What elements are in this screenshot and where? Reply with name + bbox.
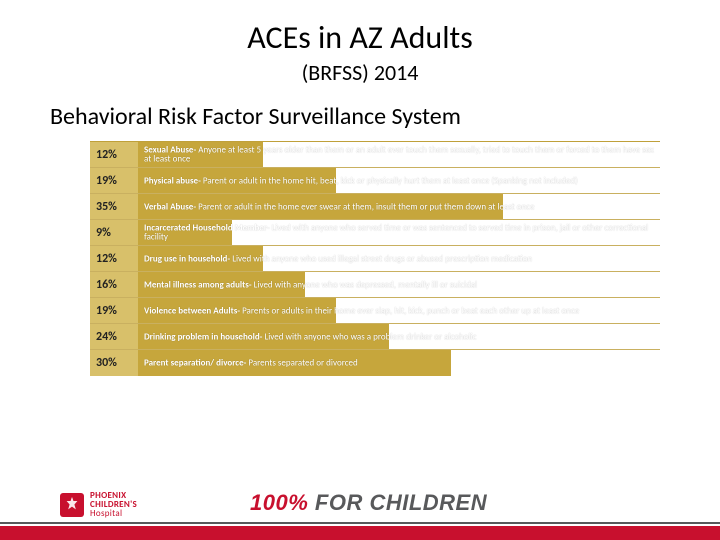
row-description: Parent separation/ divorce- Parents sepa… bbox=[144, 358, 656, 367]
logo-text: PHOENIX CHILDREN'S Hospital bbox=[90, 491, 137, 518]
bar-area: Parent separation/ divorce- Parents sepa… bbox=[138, 350, 660, 376]
bar-area: Violence between Adults- Parents or adul… bbox=[138, 298, 660, 323]
slogan-rest: FOR CHILDREN bbox=[308, 490, 487, 515]
bar-area: Incarcerated Household Member- Lived wit… bbox=[138, 220, 660, 245]
chart-row: 35% Verbal Abuse- Parent or adult in the … bbox=[90, 194, 660, 220]
bar-area: Verbal Abuse- Parent or adult in the hom… bbox=[138, 194, 660, 219]
subheading: Behavioral Risk Factor Surveillance Syst… bbox=[50, 102, 720, 131]
chart-row: 9% Incarcerated Household Member- Lived w… bbox=[90, 220, 660, 246]
header: ACEs in AZ Adults (BRFSS) 2014 bbox=[0, 0, 720, 86]
chart-row: 12% Drug use in household- Lived with any… bbox=[90, 246, 660, 272]
bar-area: Sexual Abuse- Anyone at least 5 years ol… bbox=[138, 142, 660, 167]
percent-cell: 30% bbox=[90, 350, 138, 376]
percent-cell: 12% bbox=[90, 142, 138, 167]
bar-area: Drug use in household- Lived with anyone… bbox=[138, 246, 660, 271]
subtitle: (BRFSS) 2014 bbox=[0, 59, 720, 86]
chart-row: 12% Sexual Abuse- Anyone at least 5 years… bbox=[90, 142, 660, 168]
row-description: Violence between Adults- Parents or adul… bbox=[144, 306, 656, 315]
percent-cell: 19% bbox=[90, 168, 138, 193]
chart-row: 30% Parent separation/ divorce- Parents s… bbox=[90, 350, 660, 376]
row-description: Mental illness among adults- Lived with … bbox=[144, 280, 656, 289]
bar-area: Physical abuse- Parent or adult in the h… bbox=[138, 168, 660, 193]
row-description: Physical abuse- Parent or adult in the h… bbox=[144, 176, 656, 185]
bar-area: Mental illness among adults- Lived with … bbox=[138, 272, 660, 297]
row-description: Sexual Abuse- Anyone at least 5 years ol… bbox=[144, 145, 656, 164]
aces-bar-chart: 12% Sexual Abuse- Anyone at least 5 years… bbox=[90, 141, 660, 376]
chart-row: 16% Mental illness among adults- Lived wi… bbox=[90, 272, 660, 298]
page-title: ACEs in AZ Adults bbox=[0, 18, 720, 57]
percent-cell: 12% bbox=[90, 246, 138, 271]
chart-row: 19% Physical abuse- Parent or adult in th… bbox=[90, 168, 660, 194]
row-description: Incarcerated Household Member- Lived wit… bbox=[144, 223, 656, 242]
percent-cell: 35% bbox=[90, 194, 138, 219]
footer: PHOENIX CHILDREN'S Hospital 100% FOR CHI… bbox=[0, 484, 720, 540]
row-description: Drug use in household- Lived with anyone… bbox=[144, 254, 656, 263]
slogan-percent: 100% bbox=[250, 490, 308, 515]
bar-area: Drinking problem in household- Lived wit… bbox=[138, 324, 660, 349]
chart-row: 24% Drinking problem in household- Lived … bbox=[90, 324, 660, 350]
slogan: 100% FOR CHILDREN bbox=[250, 490, 487, 516]
percent-cell: 19% bbox=[90, 298, 138, 323]
percent-cell: 9% bbox=[90, 220, 138, 245]
hospital-logo: PHOENIX CHILDREN'S Hospital bbox=[60, 491, 137, 518]
chart-row: 19% Violence between Adults- Parents or a… bbox=[90, 298, 660, 324]
row-description: Verbal Abuse- Parent or adult in the hom… bbox=[144, 202, 656, 211]
percent-cell: 16% bbox=[90, 272, 138, 297]
footer-strip bbox=[0, 526, 720, 540]
hand-icon bbox=[60, 493, 84, 517]
row-description: Drinking problem in household- Lived wit… bbox=[144, 332, 656, 341]
percent-cell: 24% bbox=[90, 324, 138, 349]
